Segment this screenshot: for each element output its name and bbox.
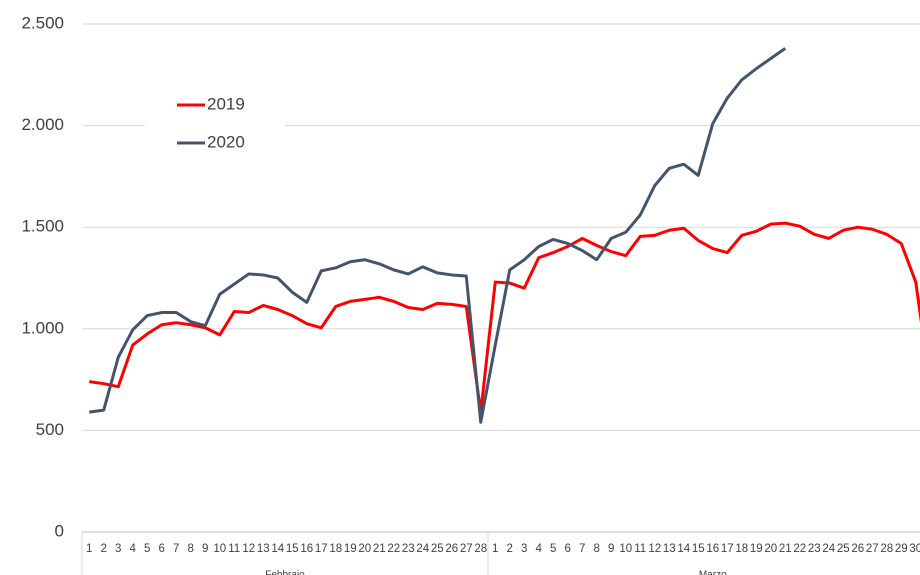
x-tick-label: 1 — [492, 543, 498, 555]
x-tick-label: 8 — [188, 543, 194, 555]
x-tick-label: 28 — [880, 543, 893, 555]
x-tick-label: 25 — [837, 543, 850, 555]
y-tick-label: 1.000 — [21, 318, 64, 337]
x-tick-label: 5 — [550, 543, 556, 555]
x-tick-label: 18 — [735, 543, 748, 555]
x-tick-label: 5 — [144, 543, 150, 555]
group-label: Marzo — [699, 570, 727, 575]
x-tick-label: 10 — [213, 543, 226, 555]
series-line — [89, 221, 920, 414]
legend-label: 2020 — [207, 132, 245, 151]
x-tick-label: 17 — [721, 543, 734, 555]
series-line — [89, 47, 787, 424]
x-tick-label: 1 — [86, 543, 92, 555]
x-tick-label: 4 — [130, 543, 137, 555]
y-tick-label: 2.500 — [21, 13, 64, 32]
x-tick-label: 13 — [663, 543, 676, 555]
x-tick-label: 6 — [159, 543, 165, 555]
x-tick-label: 20 — [764, 543, 777, 555]
x-tick-label: 6 — [565, 543, 571, 555]
x-tick-label: 7 — [579, 543, 585, 555]
x-tick-label: 19 — [750, 543, 763, 555]
x-tick-label: 24 — [822, 543, 835, 555]
x-tick-label: 2 — [507, 543, 513, 555]
x-tick-label: 12 — [648, 543, 661, 555]
x-tick-label: 10 — [619, 543, 632, 555]
group-label: Febbraio — [265, 570, 305, 575]
legend-box — [145, 85, 285, 165]
x-tick-label: 24 — [416, 543, 429, 555]
x-tick-label: 21 — [779, 543, 792, 555]
x-tick-label: 23 — [402, 543, 415, 555]
x-tick-label: 30 — [909, 543, 920, 555]
x-tick-label: 8 — [594, 543, 600, 555]
x-tick-label: 2 — [101, 543, 107, 555]
x-tick-label: 9 — [608, 543, 614, 555]
x-tick-label: 13 — [257, 543, 270, 555]
y-tick-label: 0 — [55, 521, 64, 540]
x-tick-label: 18 — [329, 543, 342, 555]
x-tick-label: 7 — [173, 543, 179, 555]
legend-label: 2019 — [207, 94, 245, 113]
x-tick-label: 27 — [866, 543, 879, 555]
x-tick-label: 23 — [808, 543, 821, 555]
x-tick-label: 15 — [692, 543, 705, 555]
x-tick-label: 11 — [634, 543, 646, 555]
y-tick-label: 2.000 — [21, 115, 64, 134]
x-tick-label: 11 — [228, 543, 240, 555]
x-tick-label: 19 — [344, 543, 357, 555]
x-tick-label: 22 — [387, 543, 400, 555]
x-tick-label: 25 — [431, 543, 444, 555]
x-tick-label: 26 — [445, 543, 458, 555]
x-tick-label: 3 — [521, 543, 527, 555]
x-tick-label: 28 — [474, 543, 487, 555]
x-tick-label: 16 — [300, 543, 313, 555]
x-tick-label: 20 — [358, 543, 371, 555]
x-tick-label: 27 — [460, 543, 473, 555]
x-tick-label: 14 — [677, 543, 690, 555]
x-tick-label: 14 — [271, 543, 284, 555]
x-tick-label: 12 — [242, 543, 255, 555]
x-tick-label: 17 — [315, 543, 328, 555]
x-tick-label: 4 — [536, 543, 543, 555]
x-tick-label: 21 — [373, 543, 386, 555]
x-tick-label: 15 — [286, 543, 299, 555]
x-tick-label: 29 — [895, 543, 908, 555]
x-tick-label: 26 — [851, 543, 864, 555]
y-tick-label: 1.500 — [21, 217, 64, 236]
x-tick-label: 22 — [793, 543, 806, 555]
x-tick-label: 3 — [115, 543, 121, 555]
x-tick-label: 9 — [202, 543, 208, 555]
x-tick-label: 16 — [706, 543, 719, 555]
y-tick-label: 500 — [36, 420, 64, 439]
